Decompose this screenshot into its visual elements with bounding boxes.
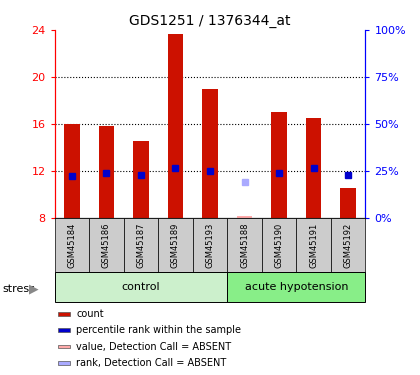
Text: stress: stress: [2, 284, 35, 294]
Bar: [99, 126, 114, 218]
Bar: [133, 141, 149, 218]
Bar: [55, 217, 89, 272]
Bar: [227, 272, 365, 302]
Text: GSM45189: GSM45189: [171, 222, 180, 268]
Bar: [237, 216, 252, 217]
Bar: [331, 217, 365, 272]
Text: count: count: [76, 309, 104, 319]
Text: control: control: [122, 282, 160, 292]
Text: value, Detection Call = ABSENT: value, Detection Call = ABSENT: [76, 342, 231, 352]
Bar: [55, 272, 227, 302]
Bar: [58, 361, 70, 365]
Text: GSM45186: GSM45186: [102, 222, 111, 268]
Text: GSM45191: GSM45191: [309, 222, 318, 267]
Text: GSM45193: GSM45193: [205, 222, 215, 268]
Bar: [58, 312, 70, 316]
Bar: [58, 345, 70, 348]
Bar: [340, 188, 356, 218]
Bar: [123, 217, 158, 272]
Bar: [168, 33, 183, 218]
Bar: [297, 217, 331, 272]
Title: GDS1251 / 1376344_at: GDS1251 / 1376344_at: [129, 13, 291, 28]
Bar: [306, 118, 321, 218]
Bar: [193, 217, 227, 272]
Bar: [202, 88, 218, 218]
Bar: [262, 217, 297, 272]
Text: GSM45192: GSM45192: [344, 222, 353, 267]
Bar: [271, 112, 287, 218]
Text: GSM45184: GSM45184: [67, 222, 76, 268]
Bar: [89, 217, 123, 272]
Bar: [58, 328, 70, 332]
Text: GSM45187: GSM45187: [136, 222, 145, 268]
Text: acute hypotension: acute hypotension: [244, 282, 348, 292]
Text: GSM45188: GSM45188: [240, 222, 249, 268]
Bar: [64, 124, 80, 218]
Text: percentile rank within the sample: percentile rank within the sample: [76, 325, 241, 335]
Text: ▶: ▶: [29, 283, 38, 296]
Bar: [227, 217, 262, 272]
Bar: [158, 217, 193, 272]
Text: rank, Detection Call = ABSENT: rank, Detection Call = ABSENT: [76, 358, 227, 368]
Text: GSM45190: GSM45190: [275, 222, 284, 267]
